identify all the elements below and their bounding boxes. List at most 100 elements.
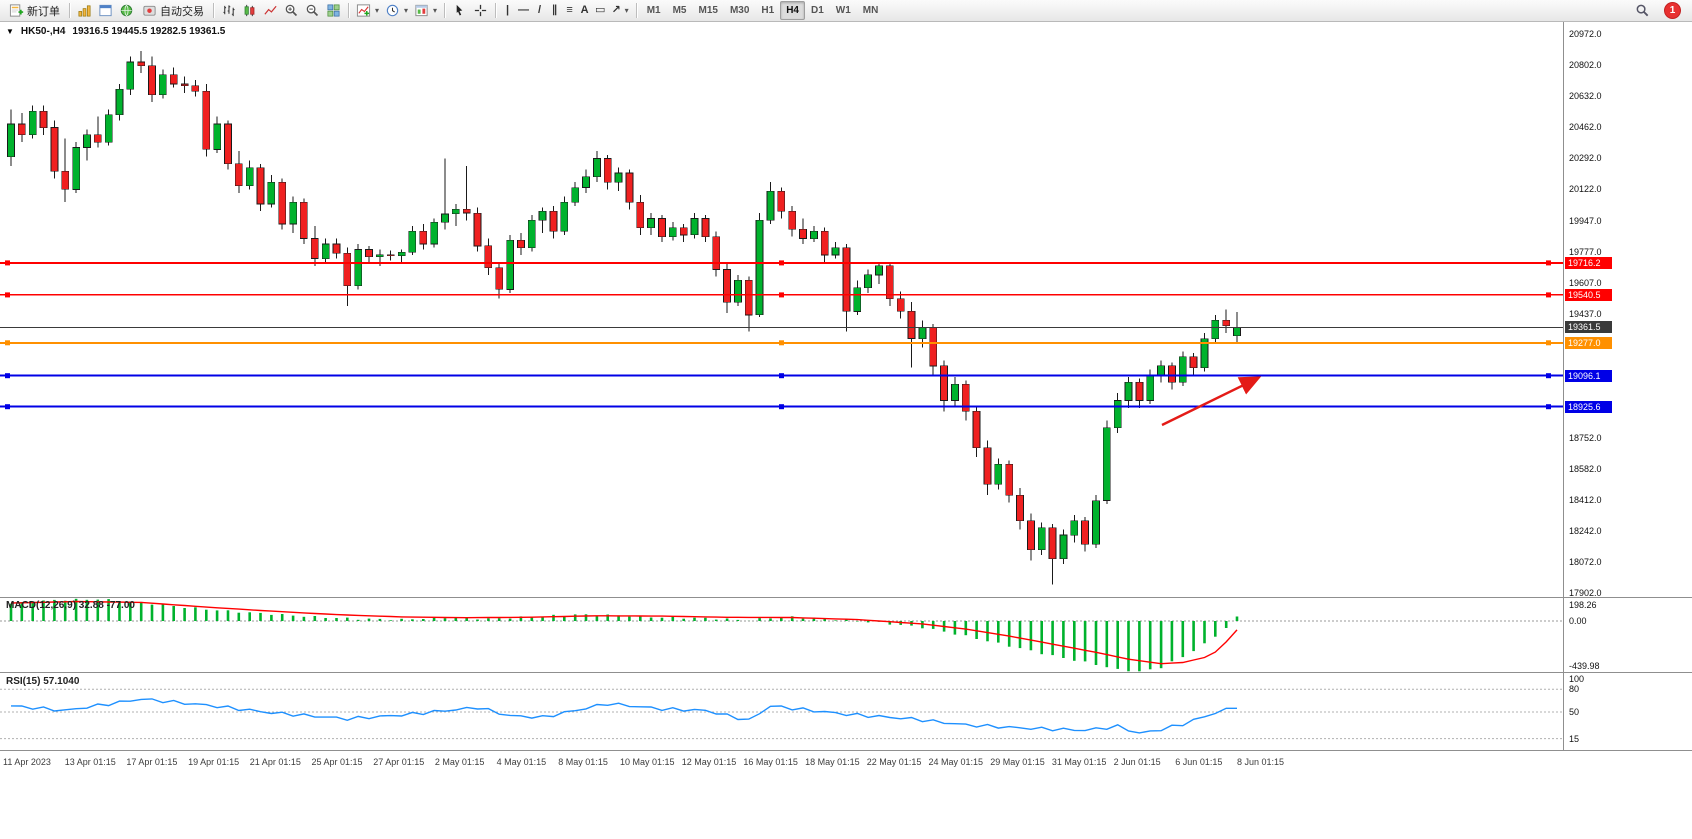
line-handle[interactable] xyxy=(779,404,784,410)
rsi-label: RSI(15) 57.1040 xyxy=(6,676,80,687)
fibonacci-button[interactable]: ≡ xyxy=(562,1,577,20)
price-tick: 18072.0 xyxy=(1569,557,1602,568)
time-label: 10 May 01:15 xyxy=(620,757,675,767)
collapse-triangle-icon[interactable]: ▼ xyxy=(6,27,14,36)
periods-button[interactable]: ▾ xyxy=(382,1,411,20)
text-tool-button[interactable]: A xyxy=(577,1,592,20)
timeframe-h4-button[interactable]: H4 xyxy=(780,1,805,20)
cursor-button[interactable] xyxy=(449,1,470,20)
channel-icon: ∥ xyxy=(551,4,558,16)
price-tag: 19361.5 xyxy=(1565,321,1612,334)
horizontal-line-button[interactable]: — xyxy=(515,1,532,20)
arrow-icon: ↗ xyxy=(611,4,621,16)
ohlc-bars-icon xyxy=(223,5,235,17)
timeframe-h1-button[interactable]: H1 xyxy=(755,1,780,20)
bar-chart-mode-button[interactable] xyxy=(218,1,239,20)
price-tick: 19437.0 xyxy=(1569,308,1602,319)
vertical-line-button[interactable]: | xyxy=(500,1,515,20)
arrow-objects-button[interactable]: ↗ ▾ xyxy=(608,1,631,20)
crosshair-icon xyxy=(474,4,487,17)
chevron-down-icon: ▾ xyxy=(433,6,438,15)
autotrading-icon xyxy=(143,5,156,16)
time-label: 8 May 01:15 xyxy=(558,757,608,767)
line-chart-icon xyxy=(264,5,277,15)
line-handle[interactable] xyxy=(5,292,10,298)
autotrading-label: 自动交易 xyxy=(160,5,204,18)
window-icon xyxy=(99,4,112,17)
price-axis[interactable]: 20972.0 20802.0 20632.0 20462.0 20292.0 20122… xyxy=(1564,0,1692,839)
panel-separator[interactable] xyxy=(0,597,1692,598)
timeframe-w1-button[interactable]: W1 xyxy=(830,1,857,20)
toolbar-separator xyxy=(69,3,70,18)
text-label-button[interactable]: ▭ xyxy=(592,1,608,20)
line-handle[interactable] xyxy=(5,373,10,379)
zoom-out-icon xyxy=(306,4,319,17)
time-label: 24 May 01:15 xyxy=(928,757,984,767)
vertical-line-icon: | xyxy=(506,4,510,16)
axis-divider xyxy=(1563,22,1564,751)
time-label: 17 Apr 01:15 xyxy=(126,757,178,767)
line-handle[interactable] xyxy=(5,340,10,346)
tile-windows-button[interactable] xyxy=(323,1,344,20)
panel-separator[interactable] xyxy=(0,672,1692,673)
time-axis[interactable]: 11 Apr 2023 13 Apr 01:15 17 Apr 01:15 19 Ap… xyxy=(0,751,1563,777)
chart-ohlc-values: 19316.5 19445.5 19282.5 19361.5 xyxy=(72,26,226,37)
line-handle[interactable] xyxy=(779,260,784,266)
timeframe-d1-button[interactable]: D1 xyxy=(805,1,830,20)
new-order-label: 新订单 xyxy=(27,5,60,18)
toolbar-separator xyxy=(635,3,637,18)
panel-separator[interactable] xyxy=(0,750,1692,751)
candlestick-mode-button[interactable] xyxy=(239,1,260,20)
macd-signal-line xyxy=(10,600,1238,665)
price-tag: 19096.1 xyxy=(1565,369,1612,382)
timeframe-m30-button[interactable]: M30 xyxy=(724,1,755,20)
line-handle[interactable] xyxy=(1546,340,1551,346)
line-handle[interactable] xyxy=(1546,373,1551,379)
line-handle[interactable] xyxy=(5,260,10,266)
data-window-button[interactable] xyxy=(95,1,116,20)
time-label: 11 Apr 2023 xyxy=(3,757,51,767)
line-chart-mode-button[interactable] xyxy=(260,1,281,20)
new-order-button[interactable]: 新订单 xyxy=(4,1,65,20)
zoom-out-button[interactable] xyxy=(302,1,323,20)
notification-badge[interactable]: 1 xyxy=(1665,3,1680,18)
price-tag: 19716.2 xyxy=(1565,256,1612,269)
macd-scale-label: 198.26 xyxy=(1569,600,1597,610)
search-button[interactable] xyxy=(1632,1,1653,20)
navigator-button[interactable] xyxy=(116,1,137,20)
templates-button[interactable]: ▾ xyxy=(411,1,440,20)
equidistant-channel-button[interactable]: ∥ xyxy=(547,1,562,20)
macd-panel-canvas[interactable] xyxy=(0,598,1563,672)
crosshair-button[interactable] xyxy=(470,1,491,20)
line-handle[interactable] xyxy=(1546,404,1551,410)
price-tick: 19777.0 xyxy=(1569,246,1602,257)
main-chart-canvas[interactable] xyxy=(0,22,1563,597)
zoom-in-button[interactable] xyxy=(281,1,302,20)
autotrading-button[interactable]: 自动交易 xyxy=(137,1,209,20)
toolbar: 新订单 自动交易 xyxy=(0,0,1692,22)
arrow-object[interactable] xyxy=(1161,376,1262,427)
rsi-panel-canvas[interactable] xyxy=(0,674,1563,750)
timeframe-m1-button[interactable]: M1 xyxy=(641,1,667,20)
line-handle[interactable] xyxy=(779,292,784,298)
line-handle[interactable] xyxy=(779,373,784,379)
candles-series xyxy=(7,51,1241,585)
line-handle[interactable] xyxy=(779,340,784,346)
line-handle[interactable] xyxy=(1546,260,1551,266)
trendline-button[interactable]: / xyxy=(532,1,547,20)
price-tag: 19540.5 xyxy=(1565,288,1612,301)
rsi-line xyxy=(10,698,1237,734)
time-label: 27 Apr 01:15 xyxy=(373,757,425,767)
line-handle[interactable] xyxy=(5,404,10,410)
charts-button[interactable] xyxy=(74,1,95,20)
timeframe-m15-button[interactable]: M15 xyxy=(693,1,724,20)
line-handle[interactable] xyxy=(1546,292,1551,298)
zoom-in-icon xyxy=(285,4,298,17)
indicators-button[interactable]: ▾ xyxy=(353,1,382,20)
timeframe-mn-button[interactable]: MN xyxy=(857,1,885,20)
chevron-down-icon: ▾ xyxy=(375,6,380,15)
timeframe-m5-button[interactable]: M5 xyxy=(667,1,693,20)
cursor-icon xyxy=(456,4,463,16)
label-icon: ▭ xyxy=(595,4,606,16)
price-tick: 19607.0 xyxy=(1569,277,1602,288)
